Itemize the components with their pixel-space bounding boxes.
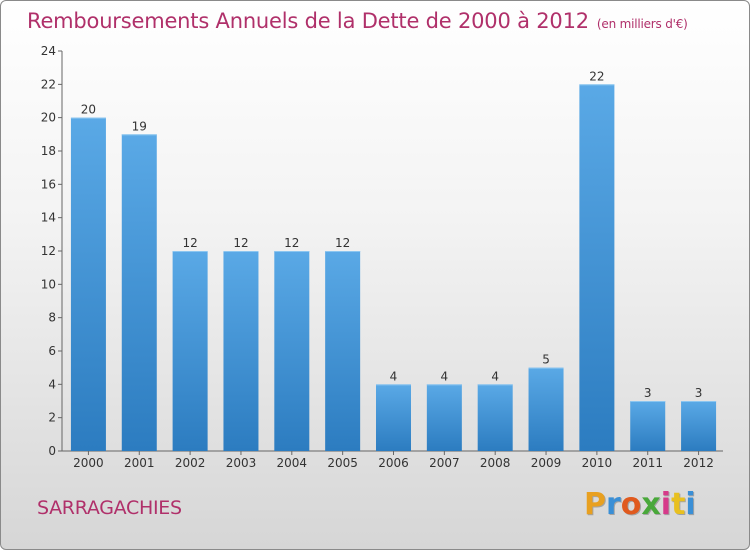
y-tick-label: 8 [48, 311, 56, 325]
bar [376, 384, 411, 451]
y-tick-label: 22 [41, 77, 56, 91]
brand-letter: t [671, 487, 686, 522]
data-label: 3 [695, 386, 703, 400]
x-tick-label: 2006 [378, 456, 409, 470]
bar [630, 401, 666, 451]
x-tick-label: 2008 [480, 456, 511, 470]
bar [223, 251, 259, 451]
bar [528, 367, 564, 451]
x-tick-label: 2005 [327, 456, 358, 470]
commune-name: SARRAGACHIES [37, 497, 182, 519]
y-tick-label: 20 [41, 111, 56, 125]
brand-letter: r [606, 487, 621, 522]
data-label: 5 [542, 353, 550, 367]
bar [121, 134, 157, 452]
x-tick-label: 2001 [124, 456, 155, 470]
data-label: 3 [644, 386, 652, 400]
proxiti-logo: Proxiti [584, 487, 696, 522]
data-label: 12 [284, 236, 299, 250]
brand-letter: i [660, 487, 672, 522]
data-label: 4 [390, 369, 398, 383]
bar [325, 251, 361, 451]
data-label: 4 [441, 369, 449, 383]
brand-letter: x [641, 487, 661, 522]
x-tick-label: 2009 [531, 456, 562, 470]
data-label: 22 [589, 69, 604, 83]
data-label: 12 [335, 236, 350, 250]
chart-title: Remboursements Annuels de la Dette de 20… [27, 9, 688, 33]
y-tick-label: 12 [41, 244, 56, 258]
data-label: 19 [132, 119, 147, 133]
x-tick-label: 2003 [226, 456, 257, 470]
brand-letter: P [584, 487, 606, 522]
x-tick-label: 2012 [683, 456, 714, 470]
x-tick-label: 2004 [277, 456, 308, 470]
bar [426, 384, 462, 451]
y-tick-label: 6 [48, 344, 56, 358]
x-tick-label: 2011 [632, 456, 663, 470]
brand-letter: o [620, 487, 642, 522]
bar [70, 117, 106, 452]
bar [274, 251, 310, 451]
y-tick-label: 4 [48, 377, 56, 391]
brand-letter: i [685, 487, 696, 522]
bar [172, 251, 208, 451]
data-label: 12 [182, 236, 197, 250]
x-tick-label: 2000 [73, 456, 104, 470]
bar [681, 401, 717, 451]
data-label: 12 [233, 236, 248, 250]
data-label: 20 [81, 103, 96, 117]
y-tick-label: 24 [41, 44, 56, 58]
data-label: 4 [491, 369, 499, 383]
bar [579, 84, 615, 451]
y-tick-label: 0 [48, 444, 56, 458]
y-tick-label: 14 [41, 211, 56, 225]
y-tick-label: 10 [41, 277, 56, 291]
chart-title-text: Remboursements Annuels de la Dette de 20… [27, 9, 589, 33]
x-tick-label: 2007 [429, 456, 460, 470]
y-tick-label: 18 [41, 144, 56, 158]
y-tick-label: 2 [48, 411, 56, 425]
x-tick-label: 2010 [582, 456, 613, 470]
y-tick-label: 16 [41, 177, 56, 191]
bar [477, 384, 513, 451]
x-tick-label: 2002 [175, 456, 206, 470]
chart-unit: (en milliers d'€) [596, 17, 688, 31]
